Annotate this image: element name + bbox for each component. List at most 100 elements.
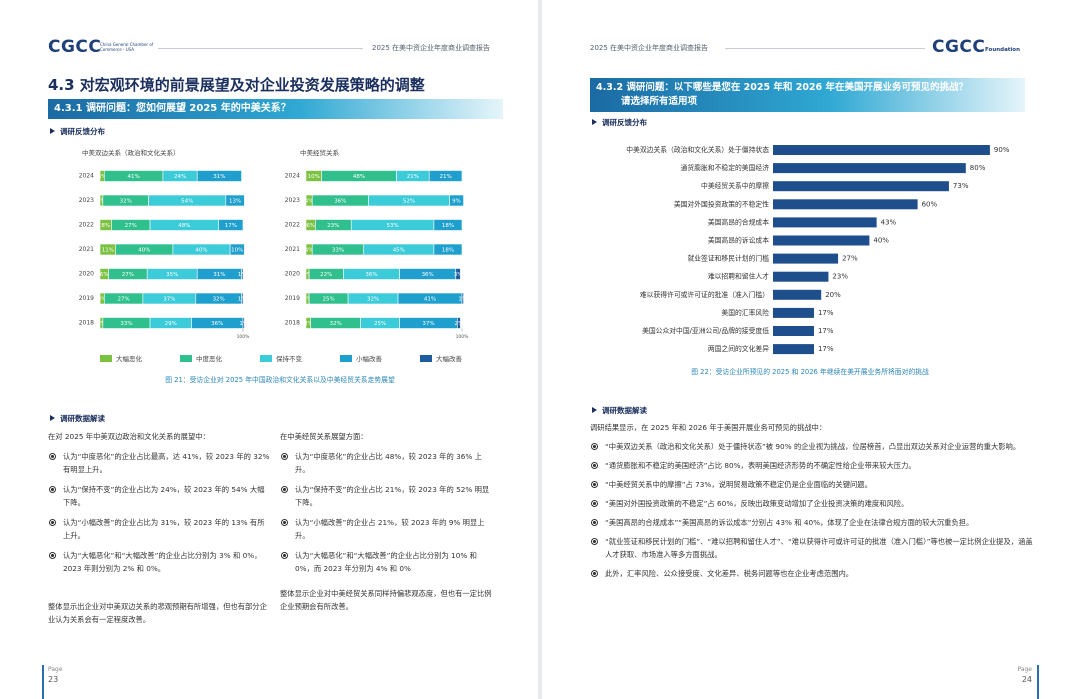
y-tick-label: 2022 [79, 222, 94, 229]
data-label: 23% [327, 223, 339, 229]
bullet-dot [281, 486, 288, 493]
data-label: 23% [832, 273, 848, 281]
data-label: 13% [229, 199, 241, 205]
legend-label: 小幅改善 [356, 354, 383, 363]
data-label: 31% [213, 174, 225, 180]
bullet-item: 认为“保持不变”的企业占比 21%，较 2023 年的 52% 明显下降。 [280, 483, 495, 509]
data-label: 2% [97, 199, 106, 205]
data-label: 40% [195, 248, 207, 254]
x-tick-label: 100% [237, 334, 251, 340]
legend-label: 大幅恶化 [116, 354, 143, 363]
data-label: 41% [424, 297, 436, 303]
bullet-item: 认为“小幅改善”的企业占比为 31%，较 2023 年的 13% 有所上升。 [48, 516, 270, 542]
bullet-text: 认为“中度恶化”的企业占比 48%，较 2023 年的 36% 上升。 [295, 452, 482, 474]
bar [773, 235, 870, 246]
y-tick-label: 2024 [79, 173, 94, 180]
bullet-dot [49, 519, 56, 526]
page-label: Page [1017, 666, 1032, 673]
data-label: 17% [818, 309, 834, 317]
bullet-text: “通货膨胀和不稳定的美国经济”占比 80%，表明美国经济形势的不确定性给企业带来… [605, 461, 916, 470]
bar-segment [455, 268, 461, 280]
bullet-item: 认为“小幅改善”的企业占 21%，较 2023 年的 9% 明显上升。 [280, 516, 495, 542]
report-title: 2025 在美中资企业年度商业调查报告 [590, 44, 709, 52]
report-title: 2025 在美中资企业年度商业调查报告 [372, 44, 491, 52]
summary: 整体显示企业对中美经贸关系同样持偏悲观态度，但也有一定比例企业预期会有所改善。 [280, 589, 492, 611]
bullet-item: “中美经贸关系中的摩擦”占 73%，说明贸易政策不稳定仍是企业面临的关键问题。 [590, 478, 1035, 491]
data-label: 10% [308, 174, 320, 180]
y-tick-label: 美国公众对中国/亚洲公司/品牌的接受度低 [642, 326, 769, 335]
bullet-dot [281, 552, 288, 559]
bar-segment [461, 292, 464, 305]
org-name: China General Chamber of Commerce - USA [100, 42, 154, 52]
data-label: 4% [305, 199, 314, 205]
y-tick-label: 通货膨胀和不稳定的美国经济 [681, 163, 770, 172]
section-label: 调研数据解读 [592, 405, 647, 416]
data-label: 33% [332, 248, 344, 254]
bullet-dot [591, 500, 598, 507]
data-label: 80% [970, 164, 986, 172]
bar-segment [457, 317, 461, 329]
data-label: 36% [365, 272, 377, 278]
bullet-text: “美国高昂的合规成本”“美国高昂的诉讼成本”分别占 43% 和 40%，体现了企… [605, 518, 974, 527]
bar-segment [449, 194, 464, 207]
data-label: 6% [100, 272, 109, 278]
analysis-column: 在对 2025 年中美双边政治和文化关系的展望中： 认为“中度恶化”的企业占比最高… [48, 430, 270, 582]
bullet-item: 认为“中度恶化”的企业占比 48%，较 2023 年的 36% 上升。 [280, 450, 495, 476]
bullet-dot [281, 519, 288, 526]
data-label: 24% [174, 174, 186, 180]
figure-caption: 图 22：受访企业所预见的 2025 和 2026 年继续在美开展业务所将面对的… [691, 368, 929, 376]
data-label: 4% [305, 248, 314, 254]
section-label: 调研反馈分布 [50, 126, 105, 137]
bullet-text: 此外，汇率风险、公众接受度、文化差异、税务问题等也在企业考虑范围内。 [605, 569, 854, 578]
summary: 整体显示出企业对中美双边关系的悲观预期有所增强，但也有部分企业认为关系会有一定程… [48, 602, 267, 624]
y-tick-label: 2023 [285, 197, 300, 204]
y-tick-label: 2020 [79, 271, 94, 278]
bullet-text: 认为“大幅恶化”和“大幅改善”的企业占比分别为 3% 和 0%，2023 年则分… [63, 551, 262, 573]
logo: CGCC [48, 37, 102, 57]
section-title: 4.3 对宏观环境的前景展望及对企业投资发展策略的调整 [48, 76, 425, 94]
data-label: 25% [374, 321, 386, 327]
data-label: 3% [304, 321, 313, 327]
y-tick-label: 中美经贸关系中的摩擦 [701, 181, 769, 190]
legend-label: 中度恶化 [196, 354, 223, 363]
data-label: 43% [881, 218, 897, 226]
question-note: 请选择所有适用项 [621, 96, 698, 107]
footer-bar [42, 665, 44, 699]
legend-swatch [420, 355, 432, 362]
y-tick-label: 2020 [285, 271, 300, 278]
bar-segment [428, 170, 463, 182]
data-label: 21% [407, 174, 419, 180]
y-tick-label: 2018 [285, 320, 300, 327]
data-label: 2% [455, 321, 464, 327]
bullet-text: 认为“小幅改善”的企业占比为 31%，较 2023 年的 13% 有所上升。 [63, 518, 265, 540]
bar [773, 145, 990, 155]
data-label: 29% [165, 321, 177, 327]
logo: CGCC [932, 37, 986, 57]
data-label: 17% [818, 345, 834, 353]
bullet-item: 认为“保持不变”的企业占比为 24%，较 2023 年的 54% 大幅下降。 [48, 483, 270, 509]
y-tick-label: 美国高昂的诉讼成本 [708, 236, 769, 245]
chart-title: 中美双边关系（政治和文化关系） [82, 148, 180, 157]
y-tick-label: 美国的汇率风险 [721, 308, 769, 317]
data-label: 36% [422, 272, 434, 278]
bar [773, 181, 949, 192]
bullet-text: “中美双边关系（政治和文化关系）处于僵持状态”被 90% 的企业视为挑战，位居榜… [605, 442, 1021, 451]
y-tick-label: 难以招聘和留住人才 [708, 272, 769, 281]
y-tick-label: 2018 [79, 320, 94, 327]
data-label: 52% [403, 199, 415, 205]
data-label: 2% [303, 272, 312, 278]
data-label: 36% [334, 199, 346, 205]
bullet-dot [591, 481, 598, 488]
bullet-item: 认为“大幅恶化”和“大幅改善”的企业占比分别为 10% 和 0%，而 2023 … [280, 549, 495, 575]
y-tick-label: 两国之间的文化差异 [708, 344, 769, 353]
data-label: 48% [178, 223, 190, 229]
bullet-dot [591, 462, 598, 469]
y-tick-label: 就业签证和移民计划的门槛 [687, 254, 769, 263]
data-label: 32% [120, 199, 132, 205]
y-tick-label: 中美双边关系（政治和文化关系）处于僵持状态 [626, 145, 769, 154]
data-label: 40% [873, 237, 889, 245]
page-number: 24 [1021, 675, 1032, 684]
bullet-dot [591, 443, 598, 450]
data-label: 1% [238, 272, 247, 278]
